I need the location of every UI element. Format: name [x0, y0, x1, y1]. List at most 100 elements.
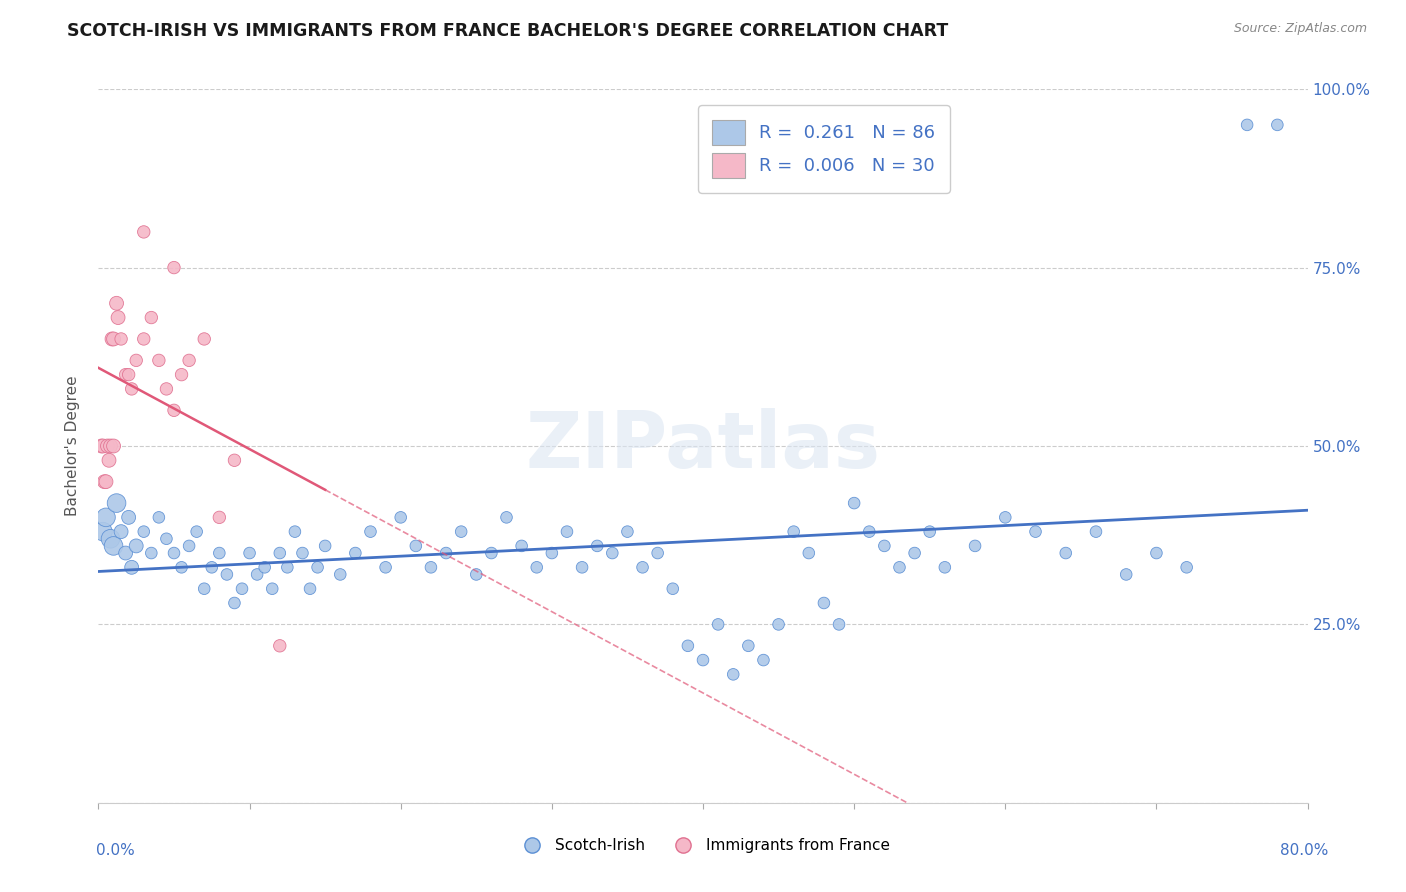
- Point: [132, 524, 155, 539]
- Point: [215, 567, 238, 582]
- Point: [155, 532, 177, 546]
- Point: [179, 353, 201, 368]
- Point: [783, 524, 806, 539]
- Point: [934, 560, 956, 574]
- Point: [110, 524, 132, 539]
- Point: [94, 510, 117, 524]
- Point: [170, 368, 193, 382]
- Point: [526, 560, 548, 574]
- Point: [707, 617, 730, 632]
- Point: [540, 546, 562, 560]
- Point: [103, 332, 125, 346]
- Point: [647, 546, 669, 560]
- Point: [170, 560, 193, 574]
- Point: [239, 546, 262, 560]
- Point: [737, 639, 759, 653]
- Point: [873, 539, 896, 553]
- Point: [676, 639, 699, 653]
- Point: [269, 546, 291, 560]
- Point: [571, 560, 593, 574]
- Point: [465, 567, 488, 582]
- Point: [797, 546, 820, 560]
- Point: [114, 546, 136, 560]
- Point: [163, 403, 186, 417]
- Point: [434, 546, 457, 560]
- Point: [91, 439, 114, 453]
- Point: [193, 582, 215, 596]
- Point: [276, 560, 298, 574]
- Point: [481, 546, 503, 560]
- Point: [141, 310, 163, 325]
- Point: [98, 453, 121, 467]
- Point: [1175, 560, 1198, 574]
- Point: [1267, 118, 1289, 132]
- Point: [692, 653, 714, 667]
- Point: [121, 560, 143, 574]
- Point: [105, 496, 128, 510]
- Point: [90, 439, 112, 453]
- Point: [103, 439, 125, 453]
- Point: [100, 532, 122, 546]
- Point: [179, 539, 201, 553]
- Point: [231, 582, 253, 596]
- Point: [1236, 118, 1258, 132]
- Point: [208, 510, 231, 524]
- Point: [1054, 546, 1077, 560]
- Text: SCOTCH-IRISH VS IMMIGRANTS FROM FRANCE BACHELOR'S DEGREE CORRELATION CHART: SCOTCH-IRISH VS IMMIGRANTS FROM FRANCE B…: [67, 22, 949, 40]
- Point: [132, 332, 155, 346]
- Point: [631, 560, 654, 574]
- Point: [132, 225, 155, 239]
- Point: [224, 596, 246, 610]
- Point: [291, 546, 314, 560]
- Point: [186, 524, 208, 539]
- Point: [828, 617, 851, 632]
- Point: [96, 439, 118, 453]
- Point: [510, 539, 533, 553]
- Text: 0.0%: 0.0%: [96, 843, 135, 858]
- Point: [155, 382, 177, 396]
- Point: [889, 560, 911, 574]
- Point: [100, 439, 122, 453]
- Point: [450, 524, 472, 539]
- Point: [586, 539, 609, 553]
- Point: [114, 368, 136, 382]
- Point: [208, 546, 231, 560]
- Text: Source: ZipAtlas.com: Source: ZipAtlas.com: [1233, 22, 1367, 36]
- Point: [262, 582, 284, 596]
- Point: [118, 510, 141, 524]
- Point: [105, 296, 128, 310]
- Point: [768, 617, 790, 632]
- Point: [107, 310, 129, 325]
- Point: [360, 524, 382, 539]
- Point: [495, 510, 517, 524]
- Point: [148, 510, 170, 524]
- Point: [555, 524, 578, 539]
- Point: [94, 475, 117, 489]
- Point: [723, 667, 745, 681]
- Point: [374, 560, 396, 574]
- Point: [253, 560, 276, 574]
- Point: [1146, 546, 1168, 560]
- Point: [269, 639, 291, 653]
- Text: ZIPatlas: ZIPatlas: [526, 408, 880, 484]
- Point: [193, 332, 215, 346]
- Point: [389, 510, 412, 524]
- Point: [284, 524, 307, 539]
- Point: [858, 524, 880, 539]
- Point: [1024, 524, 1046, 539]
- Point: [307, 560, 329, 574]
- Point: [965, 539, 987, 553]
- Text: 80.0%: 80.0%: [1281, 843, 1329, 858]
- Point: [616, 524, 638, 539]
- Point: [93, 475, 115, 489]
- Point: [602, 546, 624, 560]
- Point: [246, 567, 269, 582]
- Point: [813, 596, 835, 610]
- Point: [224, 453, 246, 467]
- Point: [904, 546, 927, 560]
- Point: [163, 260, 186, 275]
- Point: [844, 496, 866, 510]
- Point: [148, 353, 170, 368]
- Point: [103, 539, 125, 553]
- Point: [994, 510, 1017, 524]
